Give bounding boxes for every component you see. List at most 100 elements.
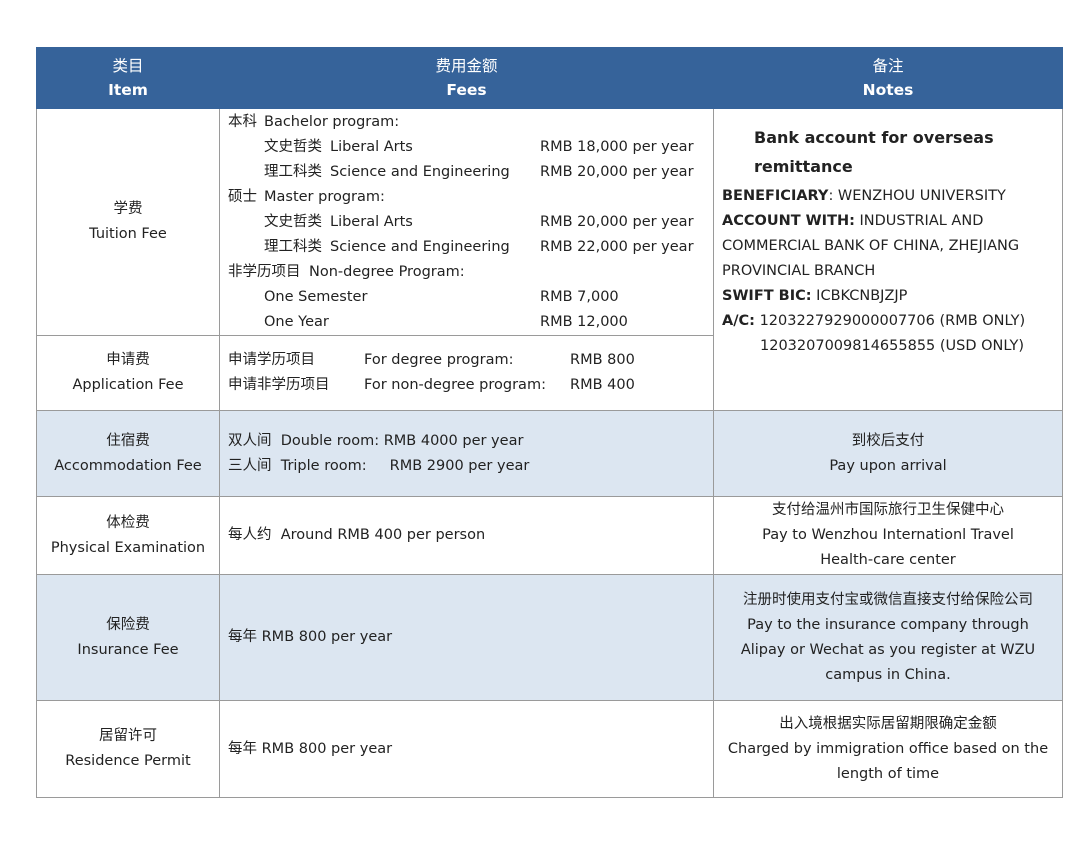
- header-item: 类目 Item: [36, 47, 220, 109]
- fee-line: 三人间 Triple room: RMB 2900 per year: [228, 454, 713, 479]
- fee-zh: 申请非学历项目: [228, 377, 330, 393]
- bank-title-1: Bank account for overseas: [754, 128, 994, 147]
- insurance-row: 保险费 Insurance Fee 每年 RMB 800 per year 注册时…: [36, 574, 1063, 701]
- fee-price: RMB 800: [570, 352, 635, 368]
- account-number: A/C: 1203227929000007706 (RMB ONLY): [722, 309, 1056, 334]
- note-en: Pay upon arrival: [829, 457, 947, 474]
- header-notes: 备注 Notes: [713, 47, 1063, 109]
- fee-line: 本科 Bachelor program:: [228, 110, 713, 135]
- account-value-2: COMMERCIAL BANK OF CHINA, ZHEJIANG: [722, 238, 1020, 254]
- fee-line: 文史哲类 Liberal Arts RMB 18,000 per year: [228, 135, 713, 160]
- fee-price: RMB 22,000 per year: [540, 238, 694, 255]
- item-zh: 学费: [113, 201, 143, 217]
- note-zh: 支付给温州市国际旅行卫生保健中心: [772, 502, 1004, 518]
- insurance-fees: 每年 RMB 800 per year: [219, 574, 714, 701]
- beneficiary-label: BENEFICIARY: [722, 188, 829, 204]
- item-zh: 体检费: [106, 514, 150, 531]
- fee-zh: 非学历项目: [228, 263, 301, 280]
- swift-label: SWIFT BIC:: [722, 288, 812, 304]
- residence-item: 居留许可 Residence Permit: [36, 700, 220, 798]
- item-en: Physical Examination: [50, 539, 206, 556]
- fee-line: 理工科类 Science and Engineering RMB 22,000 pe…: [228, 235, 713, 260]
- fee-price: RMB 18,000 per year: [540, 138, 694, 155]
- account-value-3: PROVINCIAL BRANCH: [722, 263, 876, 279]
- fee-en: Science and Engineering: [330, 163, 510, 180]
- fee-price: RMB 7,000: [540, 288, 619, 305]
- item-zh: 居留许可: [99, 728, 157, 744]
- item-en: Accommodation Fee: [54, 457, 202, 474]
- fee-line: 申请非学历项目 For non-degree program: RMB 400: [228, 373, 713, 398]
- header-notes-zh: 备注: [872, 57, 904, 75]
- fee-en: Liberal Arts: [330, 138, 413, 155]
- tuition-item: 学费 Tuition Fee: [36, 108, 220, 336]
- fee-line: 申请学历项目 For degree program: RMB 800: [228, 348, 713, 373]
- fee-en: Science and Engineering: [330, 238, 510, 255]
- fee-zh: 三人间: [228, 457, 272, 474]
- fee-zh: 硕士: [228, 188, 257, 205]
- fee-zh: 申请学历项目: [228, 352, 315, 368]
- accommodation-notes: 到校后支付 Pay upon arrival: [713, 410, 1063, 497]
- fee-en: Liberal Arts: [330, 213, 413, 230]
- item-zh: 申请费: [106, 352, 150, 368]
- fee-zh: 本科: [228, 113, 257, 130]
- fee-zh: 双人间: [228, 432, 272, 449]
- header-item-zh: 类目: [112, 57, 144, 75]
- fee-en: Around RMB 400 per person: [280, 527, 486, 543]
- ac-rmb: 1203227929000007706 (RMB ONLY): [754, 313, 1026, 329]
- fee-en: Master program:: [264, 188, 385, 205]
- insurance-notes: 注册时使用支付宝或微信直接支付给保险公司 Pay to the insurance…: [713, 574, 1063, 701]
- fee-price: RMB 20,000 per year: [540, 163, 694, 180]
- item-zh: 保险费: [106, 616, 150, 633]
- physical-row: 体检费 Physical Examination 每人约 Around RMB 4…: [36, 496, 1063, 575]
- fee-line: 理工科类 Science and Engineering RMB 20,000 pe…: [228, 160, 713, 185]
- fee-en: For degree program:: [364, 352, 514, 368]
- residence-notes: 出入境根据实际居留期限确定金额 Charged by immigration of…: [713, 700, 1063, 798]
- header-fees-en: Fees: [446, 81, 487, 99]
- account-value-1: INDUSTRIAL AND: [854, 213, 984, 229]
- fee-price: RMB 400: [570, 377, 635, 393]
- fee-zh: 理工科类: [264, 238, 322, 255]
- item-en: Insurance Fee: [77, 641, 179, 658]
- residence-row: 居留许可 Residence Permit 每年 RMB 800 per year…: [36, 700, 1063, 798]
- fee-zh: 每年: [228, 740, 257, 757]
- note-en: Pay to the insurance company through Ali…: [740, 616, 1036, 683]
- fee-zh: 理工科类: [264, 163, 322, 180]
- fee-line: 硕士 Master program:: [228, 185, 713, 210]
- fee-line: 文史哲类 Liberal Arts RMB 20,000 per year: [228, 210, 713, 235]
- note-en: Charged by immigration office based on t…: [727, 740, 1049, 782]
- header-notes-en: Notes: [862, 81, 914, 99]
- residence-fees: 每年 RMB 800 per year: [219, 700, 714, 798]
- account-with: ACCOUNT WITH: INDUSTRIAL AND: [722, 209, 1056, 234]
- accommodation-row: 住宿费 Accommodation Fee 双人间 Double room: RM…: [36, 410, 1063, 497]
- fee-en: One Semester: [264, 288, 368, 305]
- fee-zh: 文史哲类: [264, 213, 322, 230]
- fee-line: One Semester RMB 7,000: [228, 285, 713, 310]
- account-label: ACCOUNT WITH:: [722, 213, 855, 229]
- fee-zh: 文史哲类: [264, 138, 322, 155]
- fee-en: RMB 800 per year: [261, 740, 393, 757]
- fee-en: Bachelor program:: [264, 113, 400, 130]
- physical-fees: 每人约 Around RMB 400 per person: [219, 496, 714, 575]
- swift: SWIFT BIC: ICBKCNBJZJP: [722, 284, 1056, 309]
- physical-notes: 支付给温州市国际旅行卫生保健中心 Pay to Wenzhou Internati…: [713, 496, 1063, 575]
- note-en: Pay to Wenzhou Internationl Travel Healt…: [762, 527, 1014, 568]
- fee-line: 非学历项目 Non-degree Program:: [228, 260, 713, 285]
- note-zh: 到校后支付: [851, 432, 925, 449]
- header-fees: 费用金额 Fees: [219, 47, 714, 109]
- item-en: Residence Permit: [65, 753, 191, 769]
- item-en: Tuition Fee: [89, 226, 167, 242]
- fee-zh: 每人约: [228, 527, 272, 543]
- fee-zh: 每年: [228, 629, 257, 645]
- note-zh: 出入境根据实际居留期限确定金额: [779, 715, 997, 732]
- insurance-item: 保险费 Insurance Fee: [36, 574, 220, 701]
- fee-en: One Year: [264, 313, 329, 330]
- item-zh: 住宿费: [106, 432, 150, 449]
- bank-notes: Bank account for overseas remittance BEN…: [713, 108, 1063, 411]
- application-row: 申请费 Application Fee 申请学历项目 For degree prog…: [36, 335, 1063, 411]
- fee-en: For non-degree program:: [364, 377, 546, 393]
- fee-table: 类目 Item 费用金额 Fees 备注 Notes 学费 Tuition Fee 本科…: [36, 47, 1063, 798]
- application-item: 申请费 Application Fee: [36, 335, 220, 411]
- bank-title-2: remittance: [754, 157, 853, 176]
- accommodation-item: 住宿费 Accommodation Fee: [36, 410, 220, 497]
- fee-price: RMB 12,000: [540, 313, 628, 330]
